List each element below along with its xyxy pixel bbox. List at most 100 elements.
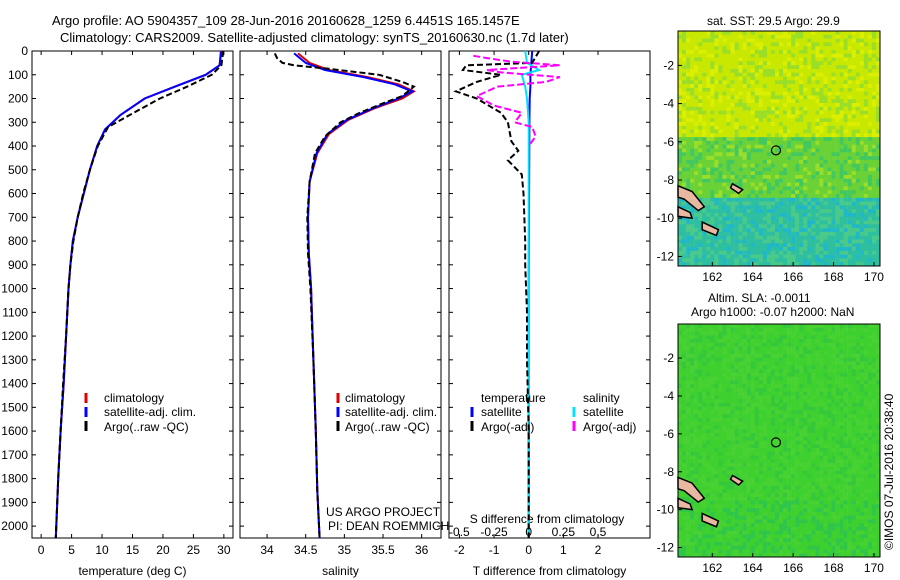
map-cell xyxy=(734,346,739,351)
map-cell xyxy=(682,159,687,164)
map-cell xyxy=(871,38,877,43)
map-cell xyxy=(799,399,804,404)
map-cell xyxy=(698,331,703,336)
map-cell xyxy=(827,444,832,449)
map-cell xyxy=(863,61,869,66)
map-cell xyxy=(714,376,719,381)
map-cell xyxy=(766,216,772,221)
map-cell xyxy=(779,357,784,362)
map-cell xyxy=(762,391,768,396)
map-cell xyxy=(718,194,723,199)
map-cell xyxy=(835,335,840,340)
map-cell xyxy=(706,365,711,370)
map-cell xyxy=(742,137,747,142)
map-cell xyxy=(698,182,703,187)
map-cell xyxy=(682,72,687,77)
map-cell xyxy=(851,354,856,359)
plot-frame xyxy=(448,50,651,539)
map-cell xyxy=(803,182,808,187)
map-cell xyxy=(807,175,812,180)
map-cell xyxy=(714,444,719,449)
map-cell xyxy=(706,205,711,210)
map-cell xyxy=(787,433,792,438)
map-cell xyxy=(770,46,776,51)
map-cell xyxy=(698,72,703,77)
map-cell xyxy=(746,65,751,70)
map-cell xyxy=(734,178,739,183)
map-cell xyxy=(726,194,731,199)
map-cell xyxy=(871,167,877,172)
map-cell xyxy=(698,429,703,434)
map-cell xyxy=(726,205,731,210)
map-cell xyxy=(706,436,711,441)
map-cell xyxy=(694,410,699,415)
map-cell xyxy=(815,342,820,347)
map-cell xyxy=(835,331,840,336)
map-cell xyxy=(811,91,816,96)
map-cell xyxy=(799,342,804,347)
map-cell xyxy=(706,167,711,172)
map-cell xyxy=(819,114,824,119)
map-cell xyxy=(831,372,836,377)
map-cell xyxy=(718,140,723,145)
map-cell xyxy=(746,178,751,183)
map-cell xyxy=(823,220,828,225)
map-cell xyxy=(762,163,768,168)
map-cell xyxy=(876,133,881,138)
map-cell xyxy=(738,327,743,332)
map-cell xyxy=(867,65,873,70)
map-cell xyxy=(775,194,780,199)
map-cell xyxy=(791,106,796,111)
map-cell xyxy=(710,212,715,217)
map-cell xyxy=(686,53,691,58)
map-cell xyxy=(738,429,743,434)
map-cell xyxy=(807,365,812,370)
map-cell xyxy=(762,53,768,58)
map-cell xyxy=(718,34,723,39)
map-cell xyxy=(766,395,772,400)
map-cell xyxy=(738,228,743,233)
map-cell xyxy=(710,235,715,240)
map-cell xyxy=(775,331,780,336)
map-cell xyxy=(775,243,780,248)
map-cell xyxy=(678,350,683,355)
map-cell xyxy=(819,144,824,149)
map-cell xyxy=(738,31,743,36)
map-cell xyxy=(855,399,861,404)
map-cell xyxy=(807,224,812,229)
map-cell xyxy=(839,410,844,415)
map-cell xyxy=(823,331,828,336)
map-cell xyxy=(686,339,691,344)
map-cell xyxy=(722,369,727,374)
map-cell xyxy=(799,384,804,389)
map-cell xyxy=(722,228,727,233)
map-cell xyxy=(718,243,723,248)
map-cell xyxy=(754,220,760,225)
map-cell xyxy=(750,414,755,419)
map-cell xyxy=(859,140,865,145)
map-cell xyxy=(863,216,869,221)
map-cell xyxy=(682,57,687,62)
map-cell xyxy=(770,186,776,191)
map-cell xyxy=(787,103,792,108)
map-cell xyxy=(803,335,808,340)
map-cell xyxy=(746,380,751,385)
map-cell xyxy=(831,357,836,362)
map-cell xyxy=(839,129,844,134)
map-cell xyxy=(706,391,711,396)
map-cell xyxy=(746,258,751,263)
map-cell xyxy=(807,46,812,51)
map-cell xyxy=(811,152,816,157)
map-cell xyxy=(686,250,691,255)
map-cell xyxy=(835,376,840,381)
map-cell xyxy=(722,376,727,381)
map-cell xyxy=(742,372,747,377)
map-cell xyxy=(843,156,848,161)
map-cell xyxy=(702,436,707,441)
map-cell xyxy=(750,190,755,195)
map-cell xyxy=(738,433,743,438)
map-cell xyxy=(859,205,865,210)
map-cell xyxy=(855,387,861,392)
map-cell xyxy=(738,171,743,176)
